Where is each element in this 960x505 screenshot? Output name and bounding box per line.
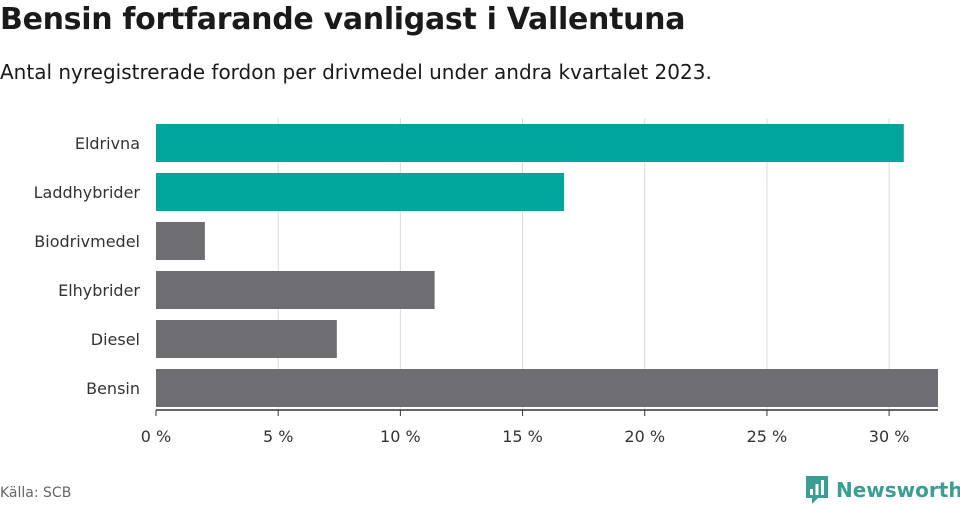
bar-chart: Eldrivna Laddhybrider Biodrivmedel Elhybrid…: [34, 118, 938, 446]
newsworthy-logo-icon: [806, 476, 828, 504]
bar-diesel: [156, 320, 337, 358]
category-label: Biodrivmedel: [34, 232, 140, 251]
x-tick-label: 15 %: [502, 427, 543, 446]
x-tick-label: 25 %: [747, 427, 788, 446]
chart-subtitle: Antal nyregistrerade fordon per drivmede…: [0, 60, 712, 84]
category-label: Laddhybrider: [34, 183, 141, 202]
category-label: Eldrivna: [75, 134, 140, 153]
category-label: Diesel: [91, 330, 140, 349]
chart-title: Bensin fortfarande vanligast i Vallentun…: [0, 2, 686, 37]
bar-elhybrider: [156, 271, 435, 309]
bar-eldrivna: [156, 124, 904, 162]
bar-bensin: [156, 369, 938, 407]
x-tick-label: 5 %: [263, 427, 293, 446]
category-label: Bensin: [86, 379, 140, 398]
x-tick-label: 30 %: [869, 427, 910, 446]
bar-biodrivmedel: [156, 222, 205, 260]
category-label: Elhybrider: [58, 281, 140, 300]
x-tick-label: 10 %: [380, 427, 421, 446]
source-note: Källa: SCB: [0, 485, 72, 501]
x-tick-label: 20 %: [624, 427, 665, 446]
bar-laddhybrider: [156, 173, 565, 211]
brand-name: Newsworthy: [836, 478, 960, 502]
brand-logo: Newsworthy: [804, 475, 960, 505]
x-tick-label: 0 %: [141, 427, 171, 446]
